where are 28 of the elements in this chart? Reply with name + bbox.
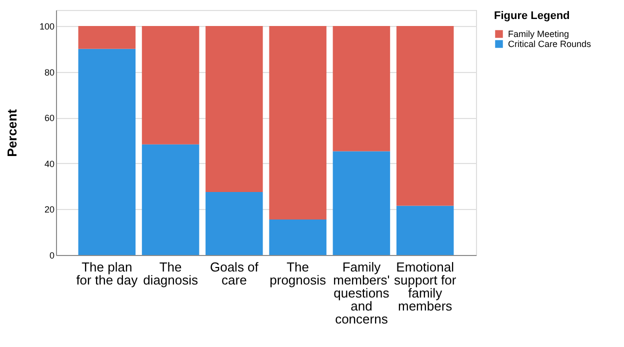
bar	[206, 26, 263, 192]
x-tick-label: Emotional support for family members	[394, 260, 457, 314]
bar	[396, 206, 454, 255]
y-tick-label: 0	[49, 250, 54, 260]
bar	[332, 151, 390, 255]
y-tick-label: 20	[44, 204, 54, 215]
y-tick-label: 40	[44, 158, 54, 169]
bar	[142, 26, 200, 144]
bar	[269, 220, 326, 255]
y-axis-title: Percent	[4, 108, 20, 157]
legend-title: Figure Legend	[494, 10, 570, 22]
legend-label: Family Meeting	[508, 29, 570, 39]
x-tick-label: The plan for the day	[76, 260, 138, 288]
bar	[332, 26, 390, 152]
bar	[206, 192, 263, 255]
x-tick-label: Goals of care	[210, 260, 259, 288]
x-tick-label: The diagnosis	[143, 260, 199, 288]
bar	[78, 26, 136, 49]
bar	[396, 26, 454, 206]
y-tick-label: 80	[44, 67, 54, 78]
x-tick-label: The prognosis	[270, 260, 326, 288]
bar	[78, 48, 136, 255]
x-tick-label: Family members' questions and concerns	[333, 260, 390, 326]
y-tick-label: 100	[39, 22, 54, 32]
bar	[269, 26, 326, 220]
y-tick-label: 60	[44, 113, 54, 124]
legend-label: Critical Care Rounds	[508, 39, 592, 49]
bar	[142, 144, 200, 255]
